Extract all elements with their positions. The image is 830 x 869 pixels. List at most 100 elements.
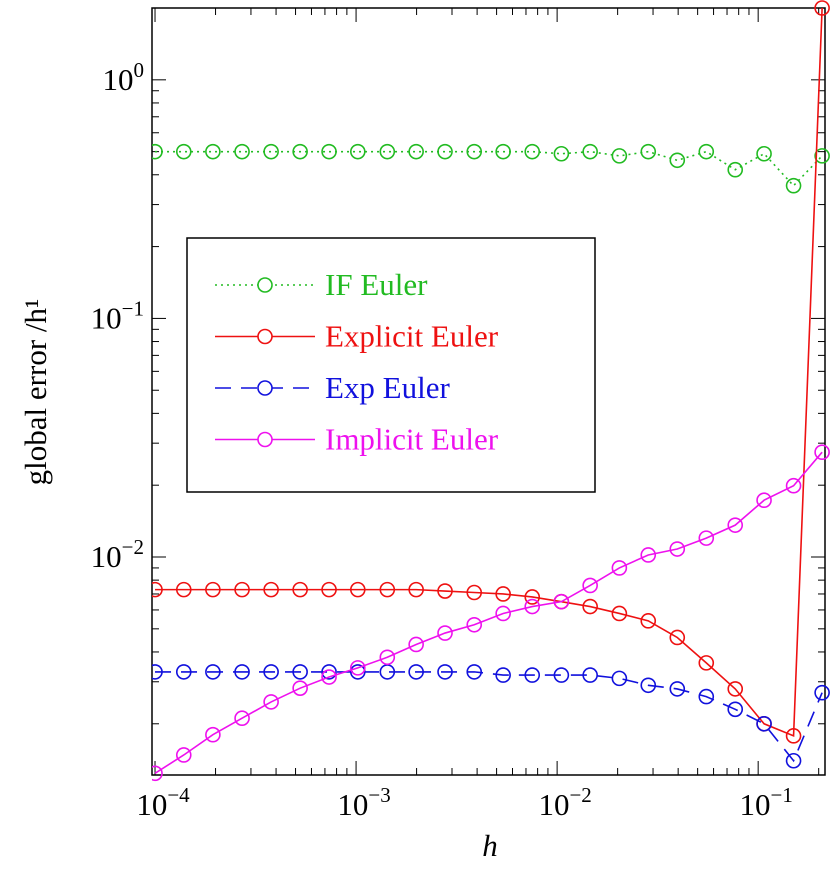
data-point (321, 143, 337, 160)
data-point (263, 143, 279, 160)
data-point (756, 492, 772, 509)
data-point (785, 752, 802, 769)
data-point (234, 581, 250, 598)
tick-label: 10−2 (91, 535, 144, 574)
data-point (495, 586, 511, 602)
y-axis-label: global error /h¹ (18, 299, 53, 486)
tick-label: 10−1 (91, 296, 144, 335)
data-point (292, 581, 308, 598)
data-point (727, 701, 744, 718)
data-point (582, 598, 598, 615)
legend-marker (257, 277, 273, 293)
data-point (205, 664, 221, 680)
data-point (379, 581, 396, 598)
data-point (234, 664, 250, 680)
data-point (175, 581, 192, 598)
legend-box (186, 237, 596, 493)
data-point (727, 517, 744, 533)
data-point (263, 664, 279, 680)
tick-label-base: 10 (103, 62, 134, 97)
tick-label-exponent: −2 (122, 535, 144, 559)
data-point (785, 477, 802, 494)
series-line (155, 150, 823, 187)
data-point (611, 670, 628, 687)
tick-label: 10−1 (739, 783, 792, 822)
data-point (437, 583, 453, 599)
legend-label: Exp Euler (325, 370, 450, 405)
data-point (611, 560, 628, 576)
data-point (152, 581, 163, 598)
legend-label: IF Euler (325, 267, 428, 302)
data-point (466, 584, 483, 601)
data-point (234, 710, 250, 727)
data-point (321, 664, 337, 680)
legend-marker (257, 380, 273, 396)
tick-label-base: 10 (91, 539, 122, 574)
tick-label-base: 10 (538, 787, 569, 822)
data-point (175, 664, 192, 680)
data-point (495, 143, 511, 160)
data-point (495, 667, 511, 683)
series-line (155, 671, 823, 763)
data-point (640, 143, 657, 160)
data-point (582, 577, 598, 594)
data-point (408, 636, 424, 653)
data-point (175, 747, 192, 763)
data-point (437, 143, 453, 160)
data-point (408, 581, 424, 598)
data-point (437, 625, 453, 641)
data-point (669, 629, 686, 646)
tick-label-exponent: −2 (569, 783, 591, 807)
data-point (553, 593, 570, 610)
data-point (292, 680, 308, 696)
data-point (379, 143, 396, 160)
plot-frame (151, 7, 826, 776)
data-point (524, 667, 541, 683)
tick-label-exponent: 0 (134, 58, 145, 82)
data-point (640, 677, 657, 694)
tick-label-exponent: −1 (770, 783, 792, 807)
data-point (205, 143, 221, 160)
tick-label-base: 10 (91, 300, 122, 335)
data-point (785, 728, 802, 744)
data-point (698, 655, 715, 671)
data-point (321, 669, 337, 685)
tick-label: 10−3 (337, 783, 390, 822)
data-point (175, 143, 192, 160)
data-point (611, 605, 628, 622)
data-point (553, 145, 570, 162)
data-point (379, 649, 396, 666)
data-point (698, 143, 715, 160)
data-point (408, 143, 424, 160)
data-point (152, 143, 163, 160)
data-point (349, 660, 366, 676)
data-point (640, 613, 657, 629)
data-point (349, 581, 366, 598)
data-point (263, 694, 279, 710)
tick-label-exponent: −4 (167, 783, 190, 807)
tick-label-base: 10 (136, 787, 167, 822)
data-point (152, 664, 163, 680)
data-point (582, 143, 598, 160)
data-point (582, 667, 598, 683)
data-point (321, 581, 337, 598)
series-line (154, 451, 823, 774)
plot-area (152, 0, 830, 782)
data-point (727, 681, 744, 697)
data-point (495, 605, 511, 622)
tick-label: 100 (103, 58, 145, 97)
data-point (234, 143, 250, 160)
data-point (611, 148, 628, 164)
data-point (785, 177, 802, 194)
data-point (814, 0, 830, 16)
data-point (466, 616, 483, 633)
data-point (205, 726, 221, 743)
data-point (466, 664, 483, 680)
data-point (669, 152, 686, 169)
data-point (727, 161, 744, 178)
legend-marker (257, 328, 273, 345)
data-point (437, 664, 453, 680)
tick-label-exponent: −1 (122, 296, 144, 320)
